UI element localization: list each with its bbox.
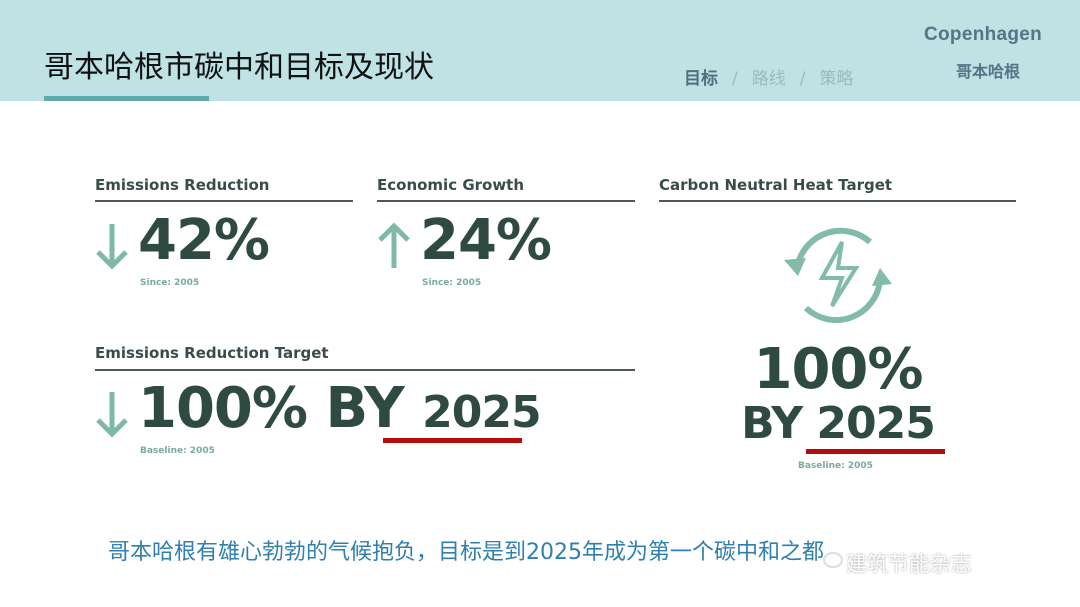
stat-label: Emissions Reduction Target <box>95 344 329 362</box>
heat-year: 2025 <box>816 398 935 449</box>
red-underline <box>806 449 945 454</box>
summary-text: 哥本哈根有雄心勃勃的气候抱负，目标是到2025年成为第一个碳中和之都 <box>108 540 824 565</box>
divider <box>377 200 635 202</box>
heat-year-line: BY 2025 <box>740 398 936 449</box>
header-band <box>0 0 1080 101</box>
arrow-down-icon <box>96 392 128 438</box>
stat-label: Emissions Reduction <box>95 176 270 194</box>
nav-separator: / <box>732 69 738 89</box>
stat-note: Baseline: 2005 <box>140 446 215 456</box>
target-value: 100% BY 2025 <box>138 376 542 441</box>
stat-note: Since: 2005 <box>422 278 482 288</box>
arrow-down-icon <box>96 224 128 270</box>
brand-chinese: 哥本哈根 <box>956 62 1021 81</box>
wechat-icon <box>823 552 843 568</box>
divider <box>95 200 353 202</box>
arrow-up-icon <box>378 222 410 268</box>
renewable-energy-icon <box>784 227 892 323</box>
nav-separator: / <box>799 69 806 89</box>
breadcrumb-nav: 目标 / 路线 / 策略 <box>684 64 853 89</box>
stat-note: Since: 2005 <box>140 278 200 288</box>
target-year: 2025 <box>422 387 541 438</box>
red-underline <box>383 438 522 443</box>
title-underline <box>44 96 209 101</box>
heat-note: Baseline: 2005 <box>798 461 873 471</box>
brand-english: Copenhagen <box>924 24 1043 45</box>
nav-item-strategy[interactable]: 策略 <box>819 69 854 89</box>
nav-item-route[interactable]: 路线 <box>751 69 786 89</box>
heat-value: 100% <box>753 337 923 402</box>
page-title: 哥本哈根市碳中和目标及现状 <box>44 50 434 85</box>
stat-value: 24% <box>420 208 552 273</box>
divider <box>659 200 1016 202</box>
target-percent: 100% BY <box>138 376 405 441</box>
heat-label: Carbon Neutral Heat Target <box>659 176 893 194</box>
stat-label: Economic Growth <box>377 176 525 194</box>
stat-value: 42% <box>138 208 270 273</box>
heat-by: BY <box>741 398 803 449</box>
divider <box>95 369 635 371</box>
nav-item-goal[interactable]: 目标 <box>684 69 718 89</box>
watermark: 建筑节能杂志 <box>846 552 972 576</box>
